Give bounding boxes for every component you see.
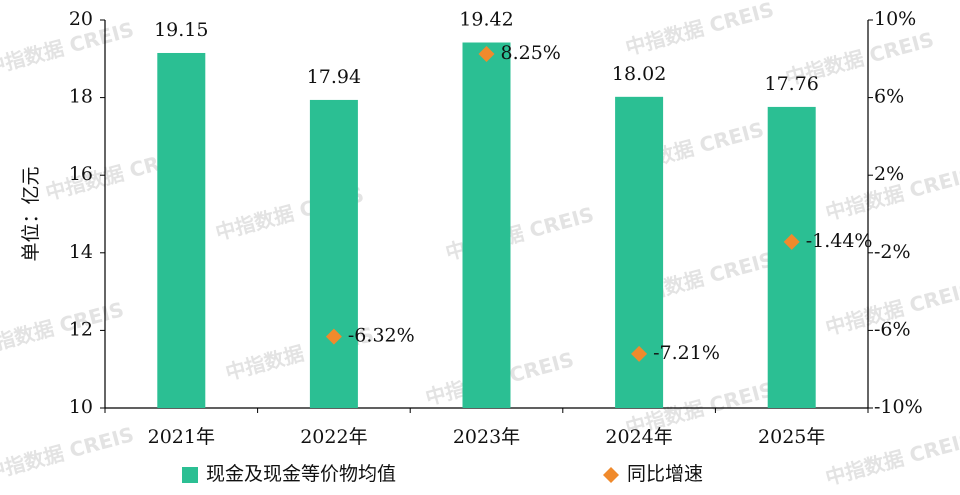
y2-tick-label: -10% bbox=[874, 396, 923, 418]
watermark: 中指数据 CREIS bbox=[0, 422, 136, 485]
y-tick-label: 10 bbox=[69, 396, 93, 418]
legend-swatch bbox=[603, 467, 619, 483]
y-tick-label: 20 bbox=[69, 8, 93, 30]
growth-value-label: -6.32% bbox=[348, 325, 415, 347]
watermark: 中指数据 CREIS bbox=[0, 297, 126, 360]
growth-marker bbox=[783, 233, 800, 250]
y-tick-label: 12 bbox=[69, 318, 93, 340]
legend-label: 现金及现金等价物均值 bbox=[206, 463, 396, 485]
watermark: 中指数据 CREIS bbox=[823, 427, 960, 490]
bar bbox=[157, 52, 206, 408]
bar bbox=[462, 42, 511, 409]
bar-value-label: 17.76 bbox=[764, 73, 818, 95]
bar-value-label: 17.94 bbox=[307, 66, 361, 88]
x-tick-label: 2021年 bbox=[148, 426, 215, 448]
watermark: 中指数据 CREIS bbox=[623, 0, 777, 60]
x-tick-label: 2025年 bbox=[758, 426, 825, 448]
x-tick-label: 2023年 bbox=[453, 426, 520, 448]
bar-value-label: 19.15 bbox=[154, 19, 208, 41]
x-tick-label: 2022年 bbox=[300, 426, 367, 448]
y2-tick-label: 10% bbox=[874, 8, 916, 30]
growth-value-label: -1.44% bbox=[806, 230, 873, 252]
growth-value-label: 8.25% bbox=[501, 42, 561, 64]
x-tick-label: 2024年 bbox=[605, 426, 672, 448]
y-axis-label: 单位：亿元 bbox=[20, 166, 42, 261]
y-tick-label: 18 bbox=[69, 86, 93, 108]
growth-value-label: -7.21% bbox=[653, 342, 720, 364]
bar bbox=[767, 106, 816, 409]
legend-swatch bbox=[182, 467, 198, 483]
y2-tick-label: -2% bbox=[874, 241, 911, 263]
legend-label: 同比增速 bbox=[627, 463, 703, 485]
growth-marker bbox=[631, 345, 648, 362]
y-tick-label: 16 bbox=[69, 163, 93, 185]
y2-tick-label: -6% bbox=[874, 318, 911, 340]
growth-marker bbox=[478, 45, 495, 62]
y2-tick-label: 2% bbox=[874, 163, 904, 185]
y-tick-label: 14 bbox=[69, 241, 93, 263]
growth-marker bbox=[325, 328, 342, 345]
bar-value-label: 19.42 bbox=[459, 9, 513, 31]
bar bbox=[309, 99, 358, 408]
y2-tick-label: 6% bbox=[874, 86, 904, 108]
bar-value-label: 18.02 bbox=[612, 63, 666, 85]
